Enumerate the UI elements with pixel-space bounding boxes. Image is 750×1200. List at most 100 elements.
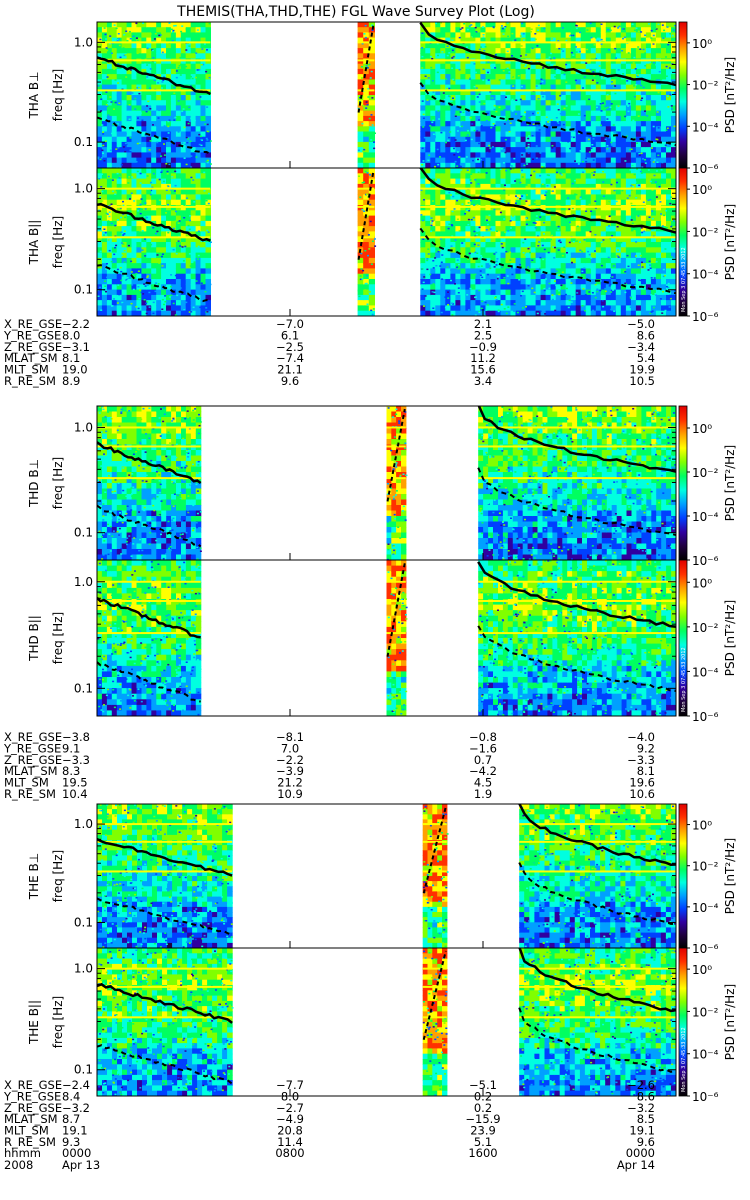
- spectrogram-speckle: [116, 123, 119, 125]
- spectrogram-cell: [485, 53, 492, 60]
- spectrogram-cell: [480, 305, 486, 312]
- spectrogram-cell: [185, 194, 192, 201]
- spectrogram-cell: [565, 58, 572, 65]
- spectrogram-cell: [640, 63, 647, 70]
- spectrogram-speckle: [113, 253, 116, 256]
- spectrogram-cell: [170, 22, 177, 28]
- spectrogram-cell: [465, 205, 471, 211]
- spectrogram-speckle: [535, 85, 538, 87]
- spectrogram-cell: [121, 236, 128, 243]
- spectrogram-cell: [495, 63, 502, 70]
- spectrogram-cell: [540, 310, 547, 316]
- spectrogram-speckle: [185, 28, 188, 30]
- spectrogram-cell: [425, 242, 431, 248]
- spectrogram-cell: [200, 310, 206, 316]
- spectrogram-cell: [620, 152, 627, 159]
- spectrogram-cell: [146, 79, 152, 86]
- spectrogram-speckle: [569, 147, 572, 150]
- spectrogram-cell: [430, 236, 436, 243]
- spectrogram-speckle: [360, 66, 363, 68]
- spectrogram-cell: [180, 242, 187, 248]
- spectrogram-cell: [530, 242, 537, 248]
- spectrogram-cell: [590, 74, 597, 80]
- spectrogram-speckle: [466, 134, 469, 136]
- spectrogram-cell: [106, 110, 113, 117]
- spectrogram-cell: [435, 178, 441, 185]
- spectrogram-cell: [195, 273, 202, 280]
- spectrogram-cell: [475, 294, 481, 301]
- spectrogram-cell: [465, 32, 471, 39]
- spectrogram-cell: [490, 58, 497, 65]
- spectrogram-cell: [525, 131, 532, 138]
- spectrogram-cell: [200, 194, 206, 201]
- spectrogram-speckle: [148, 149, 151, 151]
- spectrogram-cell: [515, 68, 522, 75]
- spectrogram-speckle: [633, 142, 636, 144]
- spectrogram-cell: [500, 183, 507, 190]
- spectrogram-cell: [450, 115, 456, 122]
- spectrogram-cell: [495, 95, 502, 101]
- spectrogram-cell: [195, 110, 202, 117]
- spectrogram-speckle: [202, 63, 205, 66]
- spectrogram-cell: [445, 48, 451, 54]
- spectrogram-cell: [131, 300, 137, 306]
- spectrogram-cell: [185, 294, 192, 301]
- spectrogram-cell: [106, 215, 113, 222]
- spectrogram-cell: [460, 199, 466, 206]
- spectrogram-cell: [610, 126, 617, 133]
- spectrogram-cell: [525, 220, 532, 227]
- spectrogram-cell: [185, 178, 192, 185]
- spectrogram-cell: [430, 32, 436, 39]
- spectrogram-cell: [368, 157, 375, 164]
- spectrogram-speckle: [502, 27, 504, 30]
- spectrogram-speckle: [166, 184, 169, 187]
- spectrogram-speckle: [129, 38, 132, 40]
- spectrogram-cell: [166, 58, 172, 65]
- spectrogram-cell: [450, 215, 456, 222]
- spectrogram-cell: [555, 42, 562, 49]
- spectrogram-cell: [520, 183, 527, 190]
- spectrogram-cell: [555, 89, 562, 96]
- spectrogram-speckle: [200, 138, 203, 141]
- spectrogram-cell: [500, 231, 507, 238]
- spectrogram-speckle: [621, 28, 624, 30]
- spectrogram-cell: [520, 215, 527, 222]
- spectrogram-cell: [121, 194, 128, 201]
- spectrogram-cell: [97, 289, 103, 296]
- spectrogram-speckle: [102, 152, 104, 154]
- spectrogram-cell: [101, 131, 108, 138]
- spectrogram-cell: [510, 199, 517, 206]
- spectrogram-cell: [490, 68, 497, 75]
- spectrogram-cell: [515, 63, 522, 70]
- spectrogram-speckle: [116, 39, 119, 42]
- spectrogram-cell: [610, 157, 617, 164]
- spectrogram-cell: [131, 220, 137, 227]
- spectrogram-cell: [465, 74, 471, 80]
- spectrogram-cell: [97, 199, 103, 206]
- spectrogram-speckle: [459, 125, 462, 128]
- spectrogram-cell: [121, 53, 128, 60]
- spectrogram-speckle: [473, 129, 476, 132]
- spectrogram-cell: [500, 268, 507, 275]
- spectrogram-cell: [625, 63, 632, 70]
- spectrogram-cell: [111, 199, 118, 206]
- spectrogram-speckle: [163, 125, 166, 127]
- spectrogram-cell: [655, 32, 662, 39]
- spectrogram-cell: [106, 84, 113, 91]
- spectrogram-speckle: [600, 76, 603, 79]
- spectrogram-cell: [435, 247, 441, 254]
- spectrogram-speckle: [206, 106, 209, 108]
- spectrogram-speckle: [523, 71, 526, 74]
- spectrogram-speckle: [155, 81, 158, 83]
- spectrogram-speckle: [188, 120, 191, 123]
- spectrogram-cell: [175, 152, 182, 159]
- spectrogram-cell: [156, 42, 162, 49]
- spectrogram-speckle: [360, 252, 363, 255]
- spectrogram-cell: [525, 231, 532, 238]
- spectrogram-cell: [440, 289, 446, 296]
- spectrogram-speckle: [149, 108, 152, 110]
- spectrogram-cell: [368, 273, 375, 280]
- spectrogram-cell: [560, 152, 567, 159]
- spectrogram-cell: [151, 305, 157, 312]
- spectrogram-cell: [170, 210, 177, 217]
